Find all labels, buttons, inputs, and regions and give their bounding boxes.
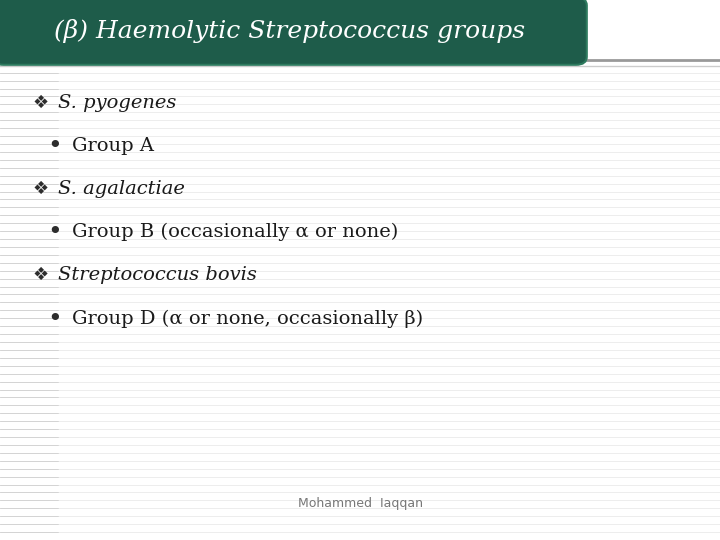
- Text: ❖: ❖: [32, 266, 48, 285]
- Text: ❖: ❖: [32, 93, 48, 112]
- Text: •: •: [47, 307, 61, 330]
- Text: •: •: [47, 220, 61, 244]
- Text: ❖: ❖: [32, 180, 48, 198]
- FancyBboxPatch shape: [0, 0, 587, 65]
- Text: Group A: Group A: [72, 137, 154, 155]
- Text: •: •: [47, 134, 61, 158]
- Text: Group B (occasionally α or none): Group B (occasionally α or none): [72, 223, 398, 241]
- Text: Group D (α or none, occasionally β): Group D (α or none, occasionally β): [72, 309, 423, 328]
- Text: S. agalactiae: S. agalactiae: [58, 180, 184, 198]
- Text: (β) Haemolytic Streptococcus groups: (β) Haemolytic Streptococcus groups: [54, 19, 526, 43]
- Text: Streptococcus bovis: Streptococcus bovis: [58, 266, 256, 285]
- Text: Mohammed  Iaqqan: Mohammed Iaqqan: [297, 497, 423, 510]
- Text: S. pyogenes: S. pyogenes: [58, 93, 176, 112]
